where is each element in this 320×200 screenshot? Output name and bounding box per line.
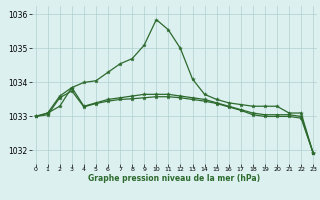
X-axis label: Graphe pression niveau de la mer (hPa): Graphe pression niveau de la mer (hPa) — [88, 174, 260, 183]
